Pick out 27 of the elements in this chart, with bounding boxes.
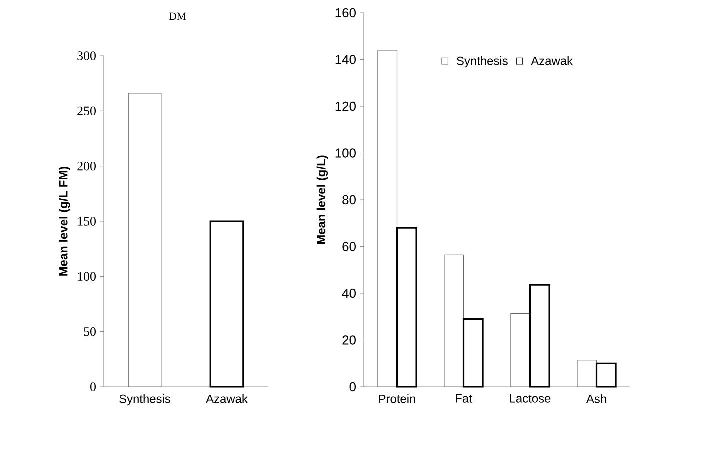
y-tick-label: 100 xyxy=(336,148,356,158)
x-tick-label: Protein xyxy=(379,394,416,404)
y-tick-label: 20 xyxy=(342,336,356,345)
y-tick-label: 0 xyxy=(350,382,356,392)
y-tick-label: 300 xyxy=(78,52,96,60)
y-tick-label: 0 xyxy=(90,382,96,392)
legend-label: Synthesis xyxy=(457,56,508,68)
y-tick-label: 160 xyxy=(336,8,356,18)
x-tick-label: Fat xyxy=(456,394,472,403)
y-tick-label: 250 xyxy=(78,106,96,116)
y-tick-label: 60 xyxy=(342,242,356,252)
chart-title: DM xyxy=(169,12,186,20)
y-tick-label: 50 xyxy=(84,327,96,336)
x-tick-label: Ash xyxy=(586,394,606,404)
y-axis-title: Mean level (g/L FM) xyxy=(59,166,70,276)
x-tick-label: Azawak xyxy=(206,394,248,404)
y-tick-label: 150 xyxy=(78,217,96,226)
x-tick-label: Lactose xyxy=(510,394,551,403)
y-tick-label: 200 xyxy=(78,162,96,171)
x-tick-label: Synthesis xyxy=(120,394,170,406)
legend-label: Azawak xyxy=(531,56,574,66)
y-tick-label: 40 xyxy=(342,288,356,298)
y-tick-label: 80 xyxy=(342,195,356,205)
y-tick-label: 120 xyxy=(336,102,356,112)
y-tick-label: 100 xyxy=(78,272,96,282)
y-axis-title: Mean level (g/L) xyxy=(316,156,328,244)
y-tick-label: 140 xyxy=(336,55,356,64)
